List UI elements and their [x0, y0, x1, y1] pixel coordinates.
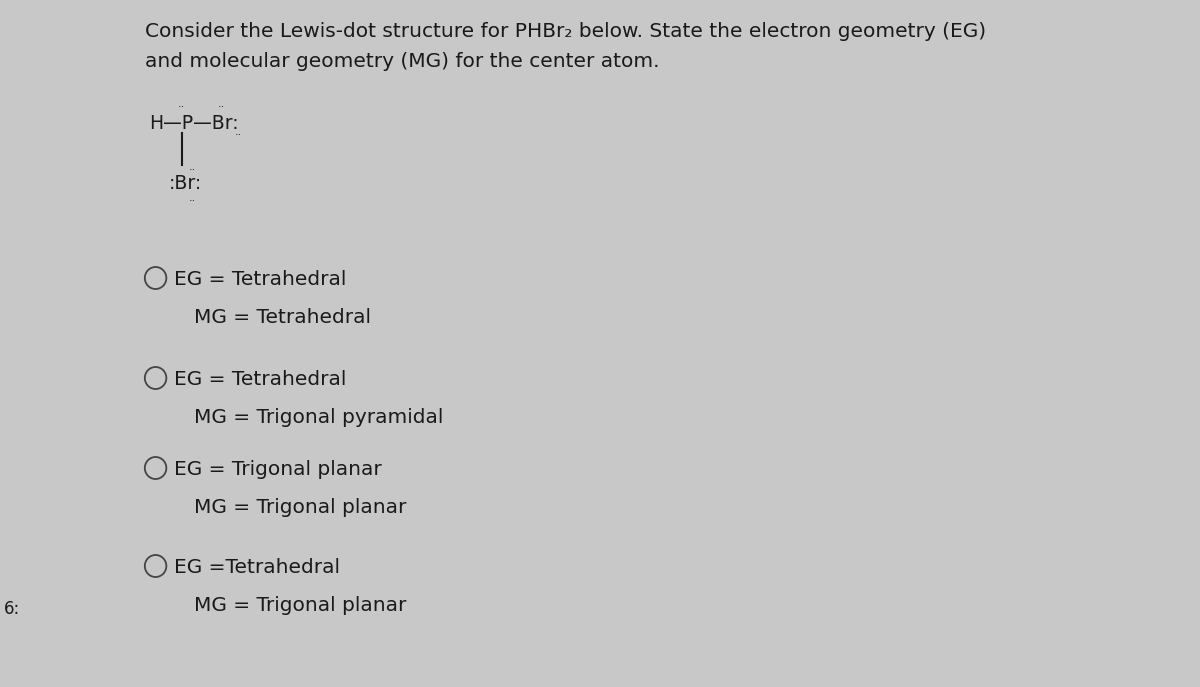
- Text: ··: ··: [235, 130, 242, 140]
- Text: EG = Trigonal planar: EG = Trigonal planar: [174, 460, 382, 479]
- Text: MG = Tetrahedral: MG = Tetrahedral: [193, 308, 371, 327]
- Text: EG =Tetrahedral: EG =Tetrahedral: [174, 558, 340, 577]
- Text: EG = Tetrahedral: EG = Tetrahedral: [174, 370, 347, 389]
- Text: and molecular geometry (MG) for the center atom.: and molecular geometry (MG) for the cent…: [145, 52, 659, 71]
- Text: H—P—Br:: H—P—Br:: [149, 114, 239, 133]
- Text: :Br:: :Br:: [168, 174, 202, 193]
- Text: EG = Tetrahedral: EG = Tetrahedral: [174, 270, 347, 289]
- Text: 6:: 6:: [4, 600, 20, 618]
- Text: MG = Trigonal pyramidal: MG = Trigonal pyramidal: [193, 408, 443, 427]
- Text: ··: ··: [217, 102, 224, 112]
- Text: Consider the Lewis-dot structure for PHBr₂ below. State the electron geometry (E: Consider the Lewis-dot structure for PHB…: [145, 22, 986, 41]
- Text: MG = Trigonal planar: MG = Trigonal planar: [193, 596, 406, 615]
- Text: MG = Trigonal planar: MG = Trigonal planar: [193, 498, 406, 517]
- Text: ··: ··: [178, 102, 185, 112]
- Text: ··: ··: [190, 165, 197, 175]
- Text: ··: ··: [190, 196, 197, 206]
